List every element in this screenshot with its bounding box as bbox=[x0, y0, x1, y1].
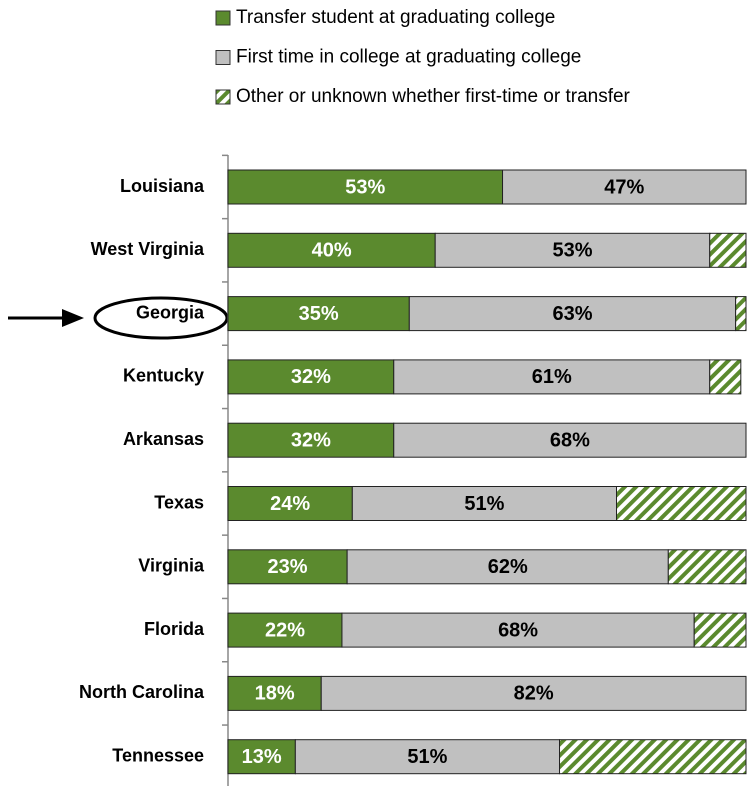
legend-label: Transfer student at graduating college bbox=[236, 7, 555, 28]
legend-swatch bbox=[215, 89, 231, 105]
bar-segment bbox=[294, 739, 561, 775]
bar-segment bbox=[667, 549, 747, 585]
value-label: 53% bbox=[345, 176, 385, 198]
category-label: West Virginia bbox=[91, 239, 205, 259]
value-label: 68% bbox=[498, 619, 538, 641]
value-label: 40% bbox=[312, 240, 352, 262]
bar-segment bbox=[616, 486, 747, 521]
bar-segment bbox=[559, 739, 747, 775]
category-label: Texas bbox=[154, 492, 204, 512]
bar-segment bbox=[227, 612, 343, 648]
bar-segment bbox=[341, 612, 695, 648]
value-label: 63% bbox=[552, 303, 592, 325]
bar-segment bbox=[227, 486, 353, 521]
bar-segment bbox=[709, 359, 742, 395]
value-label: 35% bbox=[299, 303, 339, 325]
legend-swatch bbox=[215, 10, 231, 26]
value-label: 23% bbox=[268, 556, 308, 578]
value-label: 61% bbox=[532, 366, 572, 388]
value-label: 51% bbox=[464, 493, 504, 515]
category-label: Virginia bbox=[138, 556, 205, 576]
bar-segment bbox=[346, 549, 669, 585]
bar-segment bbox=[227, 359, 395, 395]
value-label: 47% bbox=[604, 176, 644, 198]
value-label: 82% bbox=[514, 683, 554, 705]
category-label: Arkansas bbox=[123, 429, 204, 449]
legend-swatch bbox=[215, 50, 231, 65]
georgia-highlight bbox=[8, 296, 229, 340]
bar-segment bbox=[227, 422, 395, 458]
bar-segment bbox=[320, 675, 747, 711]
value-label: 32% bbox=[291, 366, 331, 388]
bar-segment bbox=[408, 296, 737, 332]
value-label: 53% bbox=[552, 240, 592, 262]
bar-segment bbox=[735, 296, 747, 332]
value-label: 18% bbox=[255, 683, 295, 705]
category-label: Tennessee bbox=[112, 745, 204, 765]
bar-segment bbox=[709, 232, 747, 268]
value-label: 32% bbox=[291, 429, 331, 451]
value-label: 51% bbox=[407, 746, 447, 768]
value-label: 13% bbox=[242, 746, 282, 768]
category-label: Kentucky bbox=[123, 366, 204, 386]
bar-segment bbox=[227, 739, 296, 775]
category-label: Louisiana bbox=[120, 176, 205, 196]
bar-segment bbox=[227, 675, 322, 711]
value-label: 68% bbox=[550, 429, 590, 451]
bar-segment bbox=[227, 549, 348, 585]
value-label: 62% bbox=[488, 556, 528, 578]
category-label: Florida bbox=[144, 619, 205, 639]
bar-segment bbox=[351, 486, 617, 521]
legend-label: First time in college at graduating coll… bbox=[236, 47, 581, 68]
legend-label: Other or unknown whether first-time or t… bbox=[236, 86, 631, 107]
category-label: North Carolina bbox=[79, 682, 205, 702]
bar-segment bbox=[227, 169, 504, 205]
bar-segment bbox=[393, 359, 711, 395]
value-label: 24% bbox=[270, 493, 310, 515]
category-label: Georgia bbox=[136, 302, 205, 322]
bar-segment bbox=[227, 232, 436, 268]
bar-segment bbox=[502, 169, 747, 205]
bar-segment bbox=[393, 422, 747, 458]
bar-segment bbox=[434, 232, 711, 268]
value-label: 22% bbox=[265, 619, 305, 641]
bar-segment bbox=[227, 296, 410, 332]
bar-segment bbox=[693, 612, 747, 648]
